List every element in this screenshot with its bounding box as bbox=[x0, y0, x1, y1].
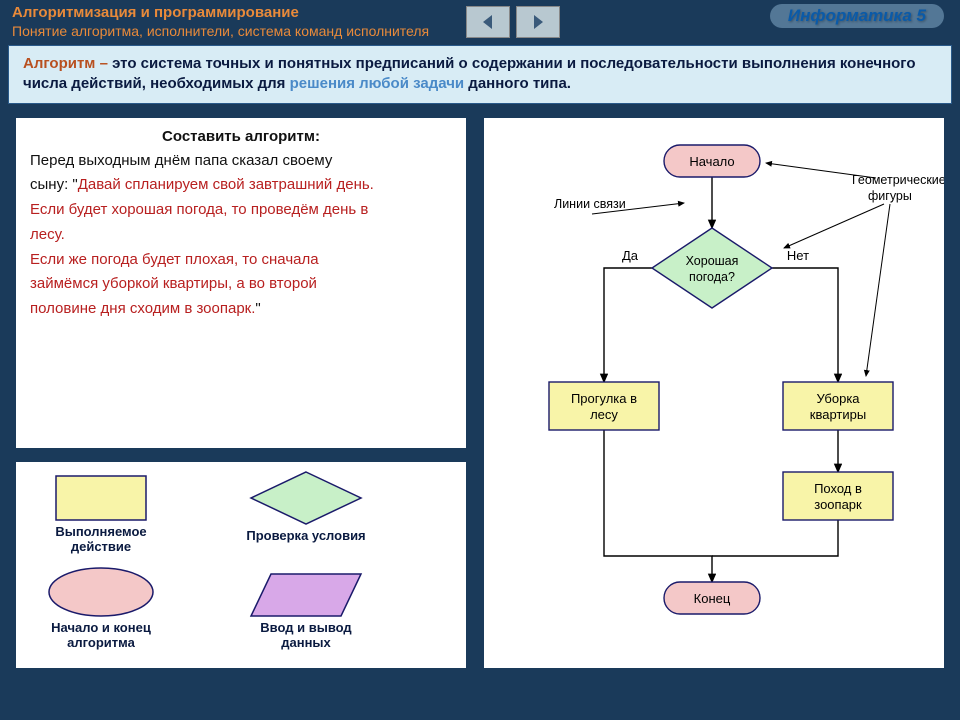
task-l7a: половине дня сходим в зоопарк. bbox=[30, 300, 255, 317]
prev-button[interactable] bbox=[466, 6, 510, 38]
task-l2b: Давай спланируем свой завтрашний день. bbox=[78, 176, 374, 193]
legend-label-rect: Выполняемое действие bbox=[46, 524, 156, 554]
svg-text:Прогулка в: Прогулка в bbox=[571, 391, 637, 406]
svg-text:Начало: Начало bbox=[689, 154, 734, 169]
task-l6: займёмся уборкой квартиры, а во второй bbox=[30, 272, 452, 297]
definition-body2: данного типа. bbox=[464, 75, 571, 92]
legend-box: Выполняемое действие Проверка условия На… bbox=[16, 462, 466, 668]
next-button[interactable] bbox=[516, 6, 560, 38]
chevron-right-icon bbox=[529, 13, 547, 31]
svg-text:Нет: Нет bbox=[787, 248, 809, 263]
svg-text:погода?: погода? bbox=[689, 270, 735, 284]
legend-label-ellipse: Начало и конец алгоритма bbox=[36, 620, 166, 650]
brand-badge: Информатика 5 bbox=[770, 4, 944, 28]
legend-label-diamond: Проверка условия bbox=[241, 528, 371, 543]
svg-text:Да: Да bbox=[622, 248, 639, 263]
svg-text:Хорошая: Хорошая bbox=[686, 254, 739, 268]
task-l4: лесу. bbox=[30, 223, 452, 248]
task-l3: Если будет хорошая погода, то проведём д… bbox=[30, 198, 452, 223]
svg-text:Геометрические: Геометрические bbox=[852, 173, 944, 187]
definition-term: Алгоритм – bbox=[23, 55, 108, 72]
task-title: Составить алгоритм: bbox=[30, 128, 452, 145]
svg-text:Конец: Конец bbox=[694, 591, 731, 606]
svg-text:Уборка: Уборка bbox=[816, 391, 860, 406]
svg-text:зоопарк: зоопарк bbox=[814, 497, 862, 512]
task-l1: Перед выходным днём папа сказал своему bbox=[30, 149, 452, 174]
page: Алгоритмизация и программирование Поняти… bbox=[0, 0, 960, 720]
definition-box: Алгоритм – это система точных и понятных… bbox=[8, 45, 952, 104]
legend-label-para: Ввод и вывод данных bbox=[241, 620, 371, 650]
task-box: Составить алгоритм: Перед выходным днём … bbox=[16, 118, 466, 448]
flowchart-svg: Начало Хорошая погода? Прогулка влесу Уборка… bbox=[484, 118, 944, 668]
svg-text:квартиры: квартиры bbox=[810, 407, 866, 422]
task-l2a: сыну: " bbox=[30, 176, 78, 193]
svg-text:фигуры: фигуры bbox=[868, 189, 912, 203]
chevron-left-icon bbox=[479, 13, 497, 31]
svg-text:Линии связи: Линии связи bbox=[554, 197, 626, 211]
definition-tail: решения любой задачи bbox=[285, 75, 464, 92]
task-l7b: " bbox=[255, 300, 260, 317]
task-l5: Если же погода будет плохая, то сначала bbox=[30, 248, 452, 273]
svg-text:Поход в: Поход в bbox=[814, 481, 862, 496]
svg-text:лесу: лесу bbox=[590, 407, 618, 422]
flowchart-box: Начало Хорошая погода? Прогулка влесу Уборка… bbox=[484, 118, 944, 668]
